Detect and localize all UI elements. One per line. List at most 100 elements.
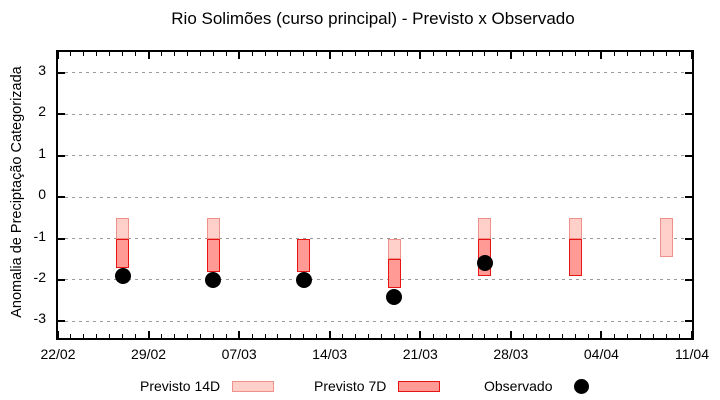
x-tick-label: 14/03 — [312, 346, 348, 362]
y-tick-right — [685, 278, 692, 281]
observed-point-05-03 — [205, 271, 222, 288]
x-tick-minor — [303, 334, 305, 338]
x-tick-minor — [587, 52, 589, 56]
x-tick-minor — [186, 334, 188, 338]
x-tick-minor — [549, 334, 551, 338]
x-tick-minor — [678, 334, 680, 338]
x-tick-minor — [652, 334, 654, 338]
y-tick-left — [58, 154, 65, 157]
x-tick-major — [419, 52, 422, 59]
bar-previsto-7d-05-03 — [206, 238, 220, 272]
gridline-y-2 — [58, 113, 692, 115]
x-tick-minor — [303, 52, 305, 56]
x-tick-label: 29/02 — [131, 346, 167, 362]
y-tick-label: -2 — [33, 268, 46, 285]
y-tick-right — [685, 196, 692, 199]
x-tick-minor — [83, 52, 85, 56]
observed-point-27-02 — [114, 267, 131, 284]
x-tick-minor — [587, 334, 589, 338]
x-tick-major — [238, 331, 241, 338]
bar-previsto-14d-27-02 — [116, 217, 130, 239]
y-tick-label: -3 — [33, 310, 46, 327]
x-tick-minor — [562, 334, 564, 338]
bar-previsto-7d-02-04 — [569, 238, 583, 276]
x-tick-minor — [199, 52, 201, 56]
x-tick-minor — [665, 334, 667, 338]
observed-point-12-03 — [295, 271, 312, 288]
y-tick-left — [58, 237, 65, 240]
x-tick-minor — [161, 334, 162, 338]
y-tick-right — [685, 113, 692, 116]
x-tick-minor — [96, 334, 98, 338]
y-tick-label: -1 — [33, 227, 46, 244]
legend-label-observado: Observado — [484, 378, 553, 394]
x-tick-minor — [186, 52, 188, 56]
x-tick-minor — [109, 52, 111, 56]
x-tick-minor — [96, 52, 98, 56]
x-tick-major — [328, 52, 331, 59]
x-tick-minor — [109, 334, 111, 338]
legend-label-previsto-14d: Previsto 14D — [140, 378, 221, 394]
x-tick-minor — [251, 52, 253, 56]
x-tick-minor — [639, 52, 641, 56]
x-tick-minor — [406, 52, 408, 56]
x-tick-minor — [368, 52, 370, 56]
y-tick-left — [58, 278, 65, 281]
x-tick-major — [147, 52, 150, 59]
y-tick-left — [58, 320, 65, 323]
x-tick-minor — [652, 52, 654, 56]
x-tick-minor — [523, 52, 525, 56]
x-tick-minor — [665, 52, 667, 56]
bar-previsto-7d-19-03 — [387, 259, 401, 289]
x-tick-minor — [549, 52, 551, 56]
legend-swatch-observado — [574, 378, 590, 394]
plot-area — [56, 50, 694, 340]
x-tick-minor — [536, 334, 538, 338]
bar-previsto-14d-02-04 — [569, 217, 583, 239]
legend-label-previsto-7d: Previsto 7D — [314, 378, 387, 394]
x-tick-minor — [173, 52, 175, 56]
y-tick-label: 0 — [38, 186, 46, 203]
x-tick-major — [147, 331, 150, 338]
x-tick-minor — [368, 334, 370, 338]
x-tick-minor — [445, 52, 447, 56]
x-tick-minor — [355, 334, 357, 338]
x-tick-minor — [626, 52, 628, 56]
x-tick-minor — [135, 52, 137, 56]
x-tick-minor — [393, 52, 395, 56]
x-tick-minor — [277, 334, 279, 338]
x-tick-minor — [161, 52, 162, 56]
y-tick-label: 2 — [38, 103, 46, 120]
x-tick-minor — [251, 334, 253, 338]
x-tick-label: 28/03 — [493, 346, 529, 362]
x-tick-minor — [199, 334, 201, 338]
x-tick-minor — [225, 334, 227, 338]
x-tick-minor — [135, 334, 137, 338]
x-tick-minor — [678, 52, 680, 56]
gridline-y-0 — [58, 196, 692, 198]
y-tick-left — [58, 71, 65, 74]
x-tick-minor — [432, 334, 434, 338]
x-tick-minor — [264, 334, 266, 338]
x-tick-minor — [406, 334, 408, 338]
legend-item-previsto-7d: Previsto 7D — [314, 375, 441, 397]
x-tick-minor — [342, 52, 344, 56]
x-tick-major — [419, 331, 422, 338]
chart-title: Rio Solimões (curso principal) - Previst… — [171, 9, 575, 28]
x-tick-label: 07/03 — [221, 346, 257, 362]
x-tick-major — [509, 52, 512, 59]
x-tick-minor — [575, 334, 577, 338]
bar-previsto-7d-12-03 — [297, 238, 311, 272]
x-tick-minor — [458, 52, 460, 56]
x-tick-minor — [536, 52, 538, 56]
x-tick-label: 11/04 — [675, 346, 709, 362]
x-tick-minor — [523, 334, 525, 338]
x-tick-minor — [83, 334, 85, 338]
x-tick-minor — [445, 334, 447, 338]
x-tick-minor — [471, 52, 473, 56]
x-tick-minor — [70, 334, 72, 338]
legend-item-previsto-14d: Previsto 14D — [140, 375, 275, 397]
y-tick-label: 3 — [38, 61, 46, 78]
x-tick-minor — [290, 334, 292, 338]
